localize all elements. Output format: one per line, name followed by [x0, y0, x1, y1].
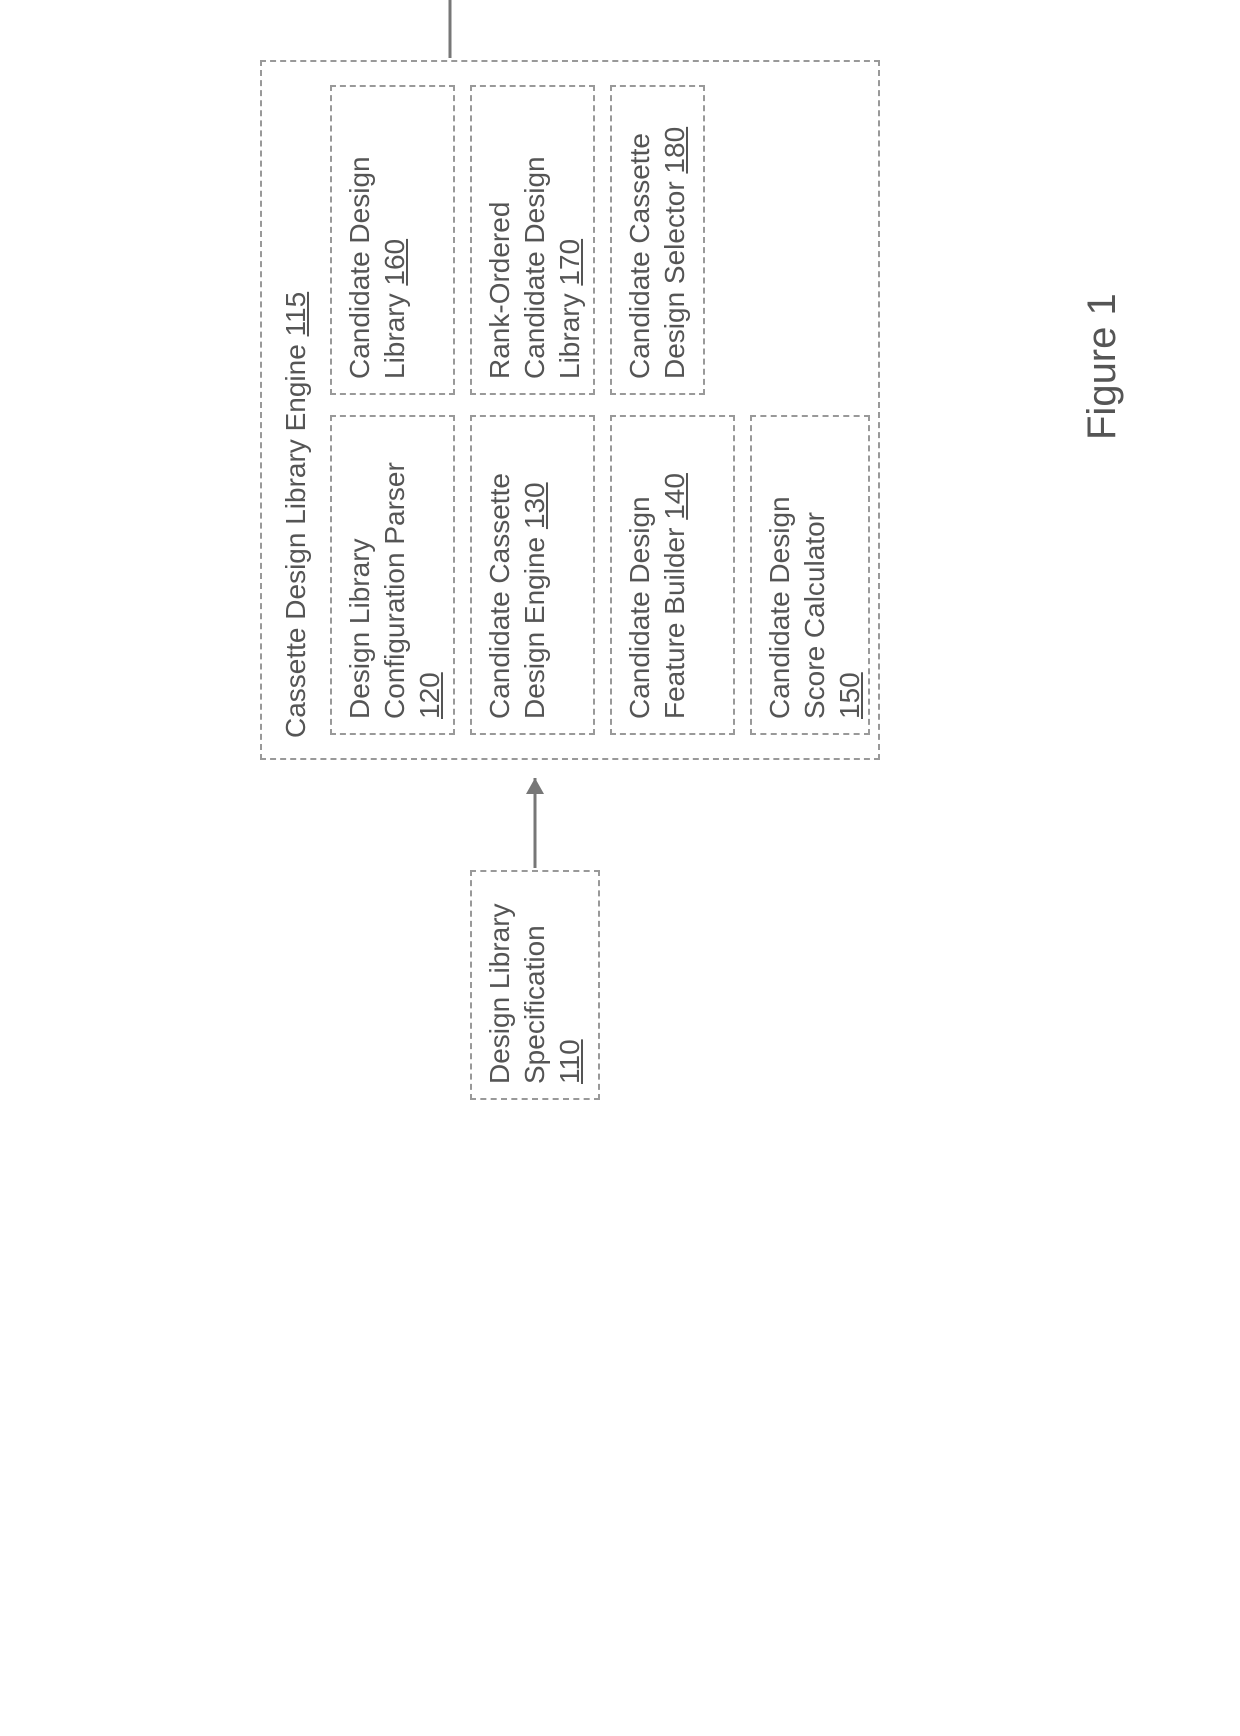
- box-score-ref: 150: [834, 672, 865, 719]
- box-selector-ref: 180: [659, 127, 690, 174]
- box-spec-text: Design Library Specification: [484, 903, 550, 1084]
- box-score-text: Candidate Design Score Calculator: [764, 496, 830, 719]
- arrow-engine-to-selected: [440, 0, 460, 58]
- box-spec-ref: 110: [554, 1039, 585, 1084]
- box-parser-text: Design Library Configuration Parser: [344, 462, 410, 719]
- engine-title-text: Cassette Design Library Engine: [280, 344, 311, 738]
- box-spec: Design Library Specification 110: [470, 870, 600, 1100]
- box-parser: Design Library Configuration Parser 120: [330, 415, 455, 735]
- box-cd-lib: Candidate Design Library 160: [330, 85, 455, 395]
- box-selector: Candidate Cassette Design Selector 180: [610, 85, 705, 395]
- rotated-canvas: 100 Design Library Specification 110 Cas…: [0, 0, 1240, 1240]
- box-feat-ref: 140: [659, 473, 690, 520]
- box-cd-lib-ref: 160: [379, 239, 410, 286]
- box-rank-ref: 170: [554, 239, 585, 286]
- box-cc-engine: Candidate Cassette Design Engine 130: [470, 415, 595, 735]
- box-rank: Rank-Ordered Candidate Design Library 17…: [470, 85, 595, 395]
- box-feat-text: Candidate Design Feature Builder: [624, 496, 690, 719]
- engine-title-ref: 115: [280, 292, 311, 337]
- box-score: Candidate Design Score Calculator 150: [750, 415, 870, 735]
- arrow-spec-to-engine: [525, 758, 545, 868]
- box-feat: Candidate Design Feature Builder 140: [610, 415, 735, 735]
- box-parser-ref: 120: [414, 672, 445, 719]
- figure-label: Figure 1: [1080, 293, 1125, 440]
- engine-title: Cassette Design Library Engine 115: [278, 82, 313, 738]
- diagram-stage: 100 Design Library Specification 110 Cas…: [0, 0, 1240, 1240]
- box-cc-engine-ref: 130: [519, 482, 550, 529]
